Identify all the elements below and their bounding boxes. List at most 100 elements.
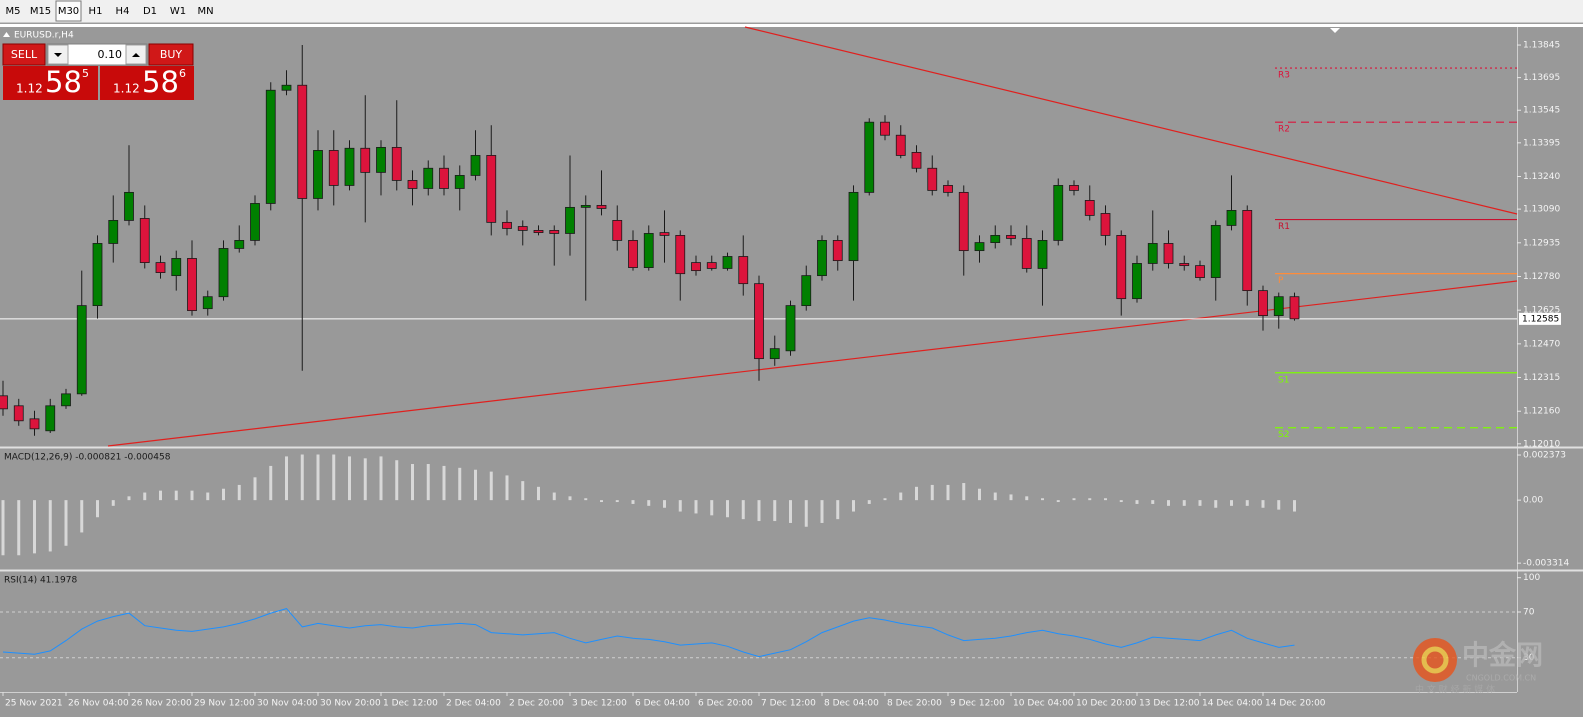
timeframe-button[interactable] xyxy=(83,1,108,21)
candle-body xyxy=(155,262,166,273)
histogram-bar xyxy=(316,454,320,501)
histogram-bar xyxy=(993,492,997,501)
candle-body xyxy=(454,175,465,189)
candle-body xyxy=(376,146,386,173)
candle-body xyxy=(29,418,40,430)
histogram-bar xyxy=(1277,500,1281,510)
bid-box[interactable] xyxy=(3,66,98,100)
timeframe-button[interactable] xyxy=(137,1,163,21)
y-tick-label: 1.13695 xyxy=(1523,73,1560,83)
x-tick-label: 26 Nov 20:00 xyxy=(131,699,192,709)
x-tick-label: 14 Dec 20:00 xyxy=(1265,699,1326,709)
histogram-bar xyxy=(836,500,840,520)
candle-body xyxy=(13,405,24,422)
candle-body xyxy=(250,203,260,241)
x-tick-label: 29 Nov 12:00 xyxy=(194,699,255,709)
histogram-bar xyxy=(1088,498,1092,501)
histogram-bar xyxy=(1198,500,1202,506)
candle-body xyxy=(754,283,764,360)
candle-body xyxy=(769,348,780,360)
pivot-label: R3 xyxy=(1278,71,1290,81)
candle-body xyxy=(0,395,8,410)
y-tick-label: 1.13090 xyxy=(1523,205,1560,215)
histogram-bar xyxy=(694,500,698,514)
buy-button[interactable] xyxy=(148,43,194,66)
histogram-bar xyxy=(127,496,131,501)
histogram-bar xyxy=(537,486,540,501)
timeframe-button[interactable] xyxy=(55,0,82,22)
candle-body xyxy=(864,121,875,193)
plot-area: EURUSD.r,H4 1.13845 1.13695 1.13545 1.13395 1… xyxy=(0,31,1569,709)
histogram-bar xyxy=(1214,500,1218,508)
y-tick-label: 1.13845 xyxy=(1523,41,1560,51)
candle-body xyxy=(565,206,575,234)
candle-body xyxy=(1289,296,1300,320)
candle-body xyxy=(533,230,544,233)
candle-body xyxy=(990,235,1001,243)
histogram-bar xyxy=(962,483,966,501)
histogram-bar xyxy=(395,460,399,501)
candle-body xyxy=(958,191,969,252)
pivot-label: R2 xyxy=(1278,125,1290,135)
x-tick-label: 30 Nov 20:00 xyxy=(320,699,381,709)
sell-label: SELL xyxy=(11,48,38,61)
timeframe-button[interactable] xyxy=(1,1,25,21)
x-tick-label: 6 Dec 04:00 xyxy=(635,699,690,709)
histogram-bar xyxy=(883,498,887,501)
histogram-bar xyxy=(615,500,619,503)
y-tick-label: 1.13395 xyxy=(1523,138,1560,148)
histogram-bar xyxy=(442,465,446,501)
histogram-bar xyxy=(726,500,729,518)
histogram-bar xyxy=(1182,500,1186,506)
histogram-bar xyxy=(584,498,588,501)
histogram-bar xyxy=(505,475,509,501)
histogram-bar xyxy=(741,500,745,520)
x-tick-label: 3 Dec 12:00 xyxy=(572,699,627,709)
timeframe-label: M30 xyxy=(58,6,79,17)
timeframe-button[interactable] xyxy=(193,1,218,21)
ask-box[interactable] xyxy=(100,66,194,100)
histogram-bar xyxy=(1151,500,1155,504)
histogram-bar xyxy=(64,500,68,546)
histogram-bar xyxy=(1104,498,1107,501)
candle-body xyxy=(139,218,150,263)
histogram-bar xyxy=(237,484,241,501)
sell-button[interactable] xyxy=(2,43,46,66)
histogram-bar xyxy=(269,465,273,501)
bid-point: 5 xyxy=(82,67,89,80)
watermark-slogan: 中 文 财 经 新 媒 体 xyxy=(1415,684,1495,696)
histogram-bar xyxy=(930,484,934,501)
x-tick-label: 1 Dec 12:00 xyxy=(383,699,438,709)
y-tick-label: 1.12625 xyxy=(1523,306,1560,316)
timeframe-button[interactable] xyxy=(27,1,54,21)
candle-body xyxy=(628,240,638,268)
lot-value: 0.10 xyxy=(98,48,123,61)
histogram-bar xyxy=(143,492,147,501)
y-tick-label: 1.12780 xyxy=(1523,272,1560,282)
candle-body xyxy=(281,84,292,91)
arrow-up xyxy=(132,53,140,57)
trade-panel: SELL 0.10 BUY 1.12 58 5 1.12 58 6 xyxy=(2,43,194,100)
indicator-title: RSI(14) 41.1978 xyxy=(4,576,77,586)
histogram-bar xyxy=(600,500,603,503)
y-tick-label: 100 xyxy=(1523,573,1540,583)
candle-body xyxy=(171,258,182,277)
toolbar xyxy=(0,0,1583,23)
candle-body xyxy=(659,232,670,236)
histogram-bar xyxy=(789,500,792,523)
candle-body xyxy=(108,220,119,244)
timeframe-label: W1 xyxy=(170,6,186,17)
pivot-label: R1 xyxy=(1278,222,1290,232)
timeframe-button[interactable] xyxy=(165,1,191,21)
timeframe-button[interactable] xyxy=(110,1,135,21)
x-tick-label: 8 Dec 20:00 xyxy=(887,699,942,709)
candle-body xyxy=(1210,225,1221,278)
bid-pips: 58 xyxy=(45,65,82,99)
lot-input[interactable] xyxy=(46,43,148,66)
histogram-bar xyxy=(1041,498,1044,501)
histogram-bar xyxy=(1261,500,1265,508)
histogram-bar xyxy=(206,492,210,501)
candle-body xyxy=(612,220,623,241)
histogram-bar xyxy=(631,500,635,504)
